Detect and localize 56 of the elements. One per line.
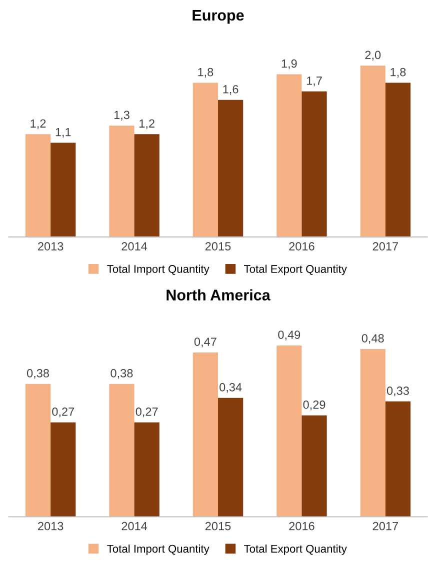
data-label: 0,27 xyxy=(52,408,74,418)
x-tick-label: 2015 xyxy=(205,522,231,530)
data-label: 0,49 xyxy=(278,330,300,340)
data-label: 1,9 xyxy=(282,59,297,70)
x-tick-label: 2016 xyxy=(289,522,314,530)
bar xyxy=(134,422,160,517)
bar xyxy=(50,422,76,517)
x-tick-label: 2014 xyxy=(122,242,148,250)
bar xyxy=(25,384,51,517)
bar xyxy=(134,134,160,237)
data-label: 0,38 xyxy=(110,369,133,379)
data-label: 1,2 xyxy=(30,119,46,130)
x-tick-label: 2013 xyxy=(38,522,64,530)
bar xyxy=(192,82,218,237)
bar xyxy=(276,345,302,517)
x-tick-label: 2017 xyxy=(372,522,398,530)
data-label: 0,38 xyxy=(26,369,49,379)
data-label: 0,33 xyxy=(386,386,409,396)
bar xyxy=(192,352,218,517)
legend-label: Total Import Quantity xyxy=(107,264,210,276)
legend-label: Total Import Quantity xyxy=(107,544,210,555)
data-label: 1,3 xyxy=(114,110,130,121)
data-label: 1,2 xyxy=(140,119,154,130)
bar xyxy=(109,384,134,517)
data-label: 0,47 xyxy=(194,338,216,348)
bar xyxy=(385,401,411,517)
x-tick-label: 2015 xyxy=(205,242,231,250)
x-tick-label: 2014 xyxy=(122,522,148,530)
data-label: 1,6 xyxy=(223,85,238,95)
bar xyxy=(360,66,386,237)
x-tick-label: 2016 xyxy=(289,242,314,250)
bar xyxy=(360,348,386,517)
x-tick-label: 2017 xyxy=(372,242,398,250)
data-label: 0,34 xyxy=(220,383,242,393)
data-label: 0,27 xyxy=(136,408,158,418)
data-label: 0,29 xyxy=(303,400,326,410)
bar xyxy=(25,134,51,237)
legend-label: Total Export Quantity xyxy=(244,544,347,555)
data-label: 1,8 xyxy=(198,68,214,78)
bar xyxy=(302,415,327,517)
bar xyxy=(109,126,134,237)
data-label: 0,48 xyxy=(362,334,384,344)
data-label: 2,0 xyxy=(365,50,381,61)
legend-label: Total Export Quantity xyxy=(244,264,347,276)
data-label: 1,8 xyxy=(390,68,406,78)
chart-title: Europe xyxy=(192,10,244,24)
bar xyxy=(385,82,411,237)
bar xyxy=(276,74,302,237)
bar xyxy=(50,142,76,237)
bar xyxy=(218,100,244,237)
chart-title: North America xyxy=(166,289,270,300)
data-label: 1,7 xyxy=(306,76,322,86)
x-tick-label: 2013 xyxy=(38,242,64,250)
data-label: 1,1 xyxy=(56,128,71,138)
bar xyxy=(302,91,327,237)
bar xyxy=(218,398,244,517)
